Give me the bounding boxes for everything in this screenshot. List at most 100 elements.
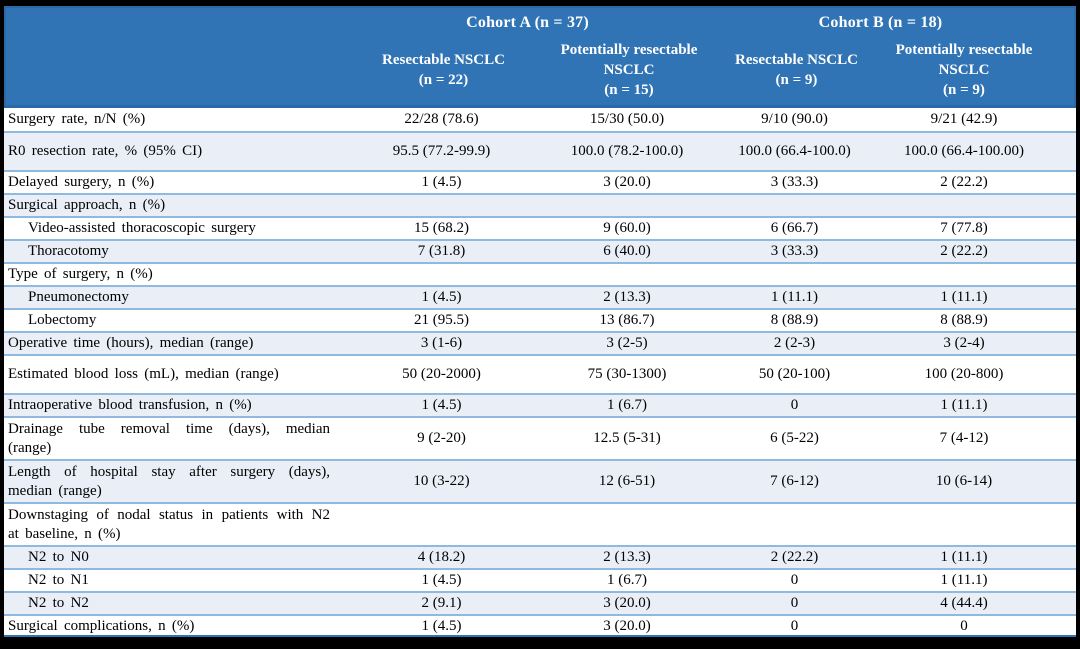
column-name: Resectable NSCLC — [735, 51, 858, 68]
row-label: Drainage tube removal time (days), media… — [8, 420, 330, 456]
cell-value — [878, 504, 1076, 545]
cell-value: 10 (6-14) — [935, 473, 993, 489]
table-row: Surgical complications, n (%) 1 (4.5) 3 (2… — [4, 614, 1076, 635]
table-row: Drainage tube removal time (days), media… — [4, 416, 1076, 459]
cell-value: 1 (11.1) — [940, 289, 988, 305]
table-row: Type of surgery, n (%) — [4, 262, 1076, 285]
cell-value: 6 (5-22) — [770, 430, 819, 446]
cell-value: 0 — [960, 618, 968, 634]
cell-value: 8 (88.9) — [770, 312, 819, 328]
row-label: N2 to N2 — [28, 595, 89, 611]
cell-value: 1 (4.5) — [421, 174, 462, 190]
cell-value: 1 (11.1) — [771, 289, 818, 305]
cell-value: 3 (33.3) — [770, 243, 819, 259]
table-header: Cohort A (n = 37) Cohort B (n = 18) Rese… — [4, 6, 1076, 108]
cell-value: 1 (11.1) — [940, 397, 988, 413]
row-label: Estimated blood loss (mL), median (range… — [8, 366, 279, 382]
column-n: (n = 9) — [943, 81, 985, 98]
row-label: Surgical approach, n (%) — [8, 197, 166, 213]
cell-value: 1 (11.1) — [940, 572, 988, 588]
cell-value: 3 (1-6) — [420, 335, 463, 351]
column-header-potentially-b: Potentially resectable NSCLC (n = 9) — [880, 34, 1054, 105]
cell-value: 22/28 (78.6) — [404, 111, 479, 127]
cell-value: 100.0 (66.4-100.00) — [904, 143, 1024, 159]
row-label: Length of hospital stay after surgery (d… — [8, 463, 330, 499]
cell-value: 0 — [790, 572, 799, 588]
cell-value — [711, 264, 878, 285]
cell-value: 9 (60.0) — [603, 220, 651, 236]
cell-value — [543, 195, 711, 216]
row-label: N2 to N0 — [28, 549, 89, 565]
cell-value: 2 (13.3) — [603, 549, 651, 565]
cell-value — [878, 195, 1076, 216]
cell-value: 2 (2-3) — [773, 335, 816, 351]
cell-value: 100.0 (66.4-100.0) — [738, 143, 851, 159]
cell-value: 7 (4-12) — [939, 430, 989, 446]
table-row: Operative time (hours), median (range) 3 … — [4, 331, 1076, 354]
cell-value: 3 (2-5) — [606, 335, 648, 351]
cell-value: 1 (4.5) — [421, 289, 462, 305]
cell-value — [878, 264, 1076, 285]
table-row: N2 to N2 2 (9.1) 3 (20.0) 0 4 (44.4) — [4, 591, 1076, 614]
row-label: Lobectomy — [28, 312, 97, 328]
cell-value: 100.0 (78.2-100.0) — [570, 143, 684, 159]
column-name: Resectable NSCLC — [382, 51, 505, 68]
cell-value: 1 (6.7) — [607, 397, 647, 413]
row-label: Intraoperative blood transfusion, n (%) — [8, 397, 252, 413]
cell-value: 3 (20.0) — [603, 595, 651, 611]
table-row: Length of hospital stay after surgery (d… — [4, 459, 1076, 502]
surgery-outcomes-table: Cohort A (n = 37) Cohort B (n = 18) Rese… — [4, 6, 1076, 637]
cell-value: 12 (6-51) — [598, 473, 656, 489]
cell-value: 3 (20.0) — [603, 174, 651, 190]
cell-value — [340, 264, 543, 285]
cell-value — [340, 504, 543, 545]
cell-value: 7 (77.8) — [940, 220, 988, 236]
cell-value: 100 (20-800) — [924, 366, 1004, 382]
row-label: Operative time (hours), median (range) — [8, 335, 254, 351]
row-label: Thoracotomy — [28, 243, 109, 259]
column-header-resectable-b: Resectable NSCLC (n = 9) — [713, 34, 880, 105]
cell-value: 9 (2-20) — [417, 430, 466, 446]
cell-value: 6 (40.0) — [603, 243, 651, 259]
cell-value — [543, 264, 711, 285]
cell-value: 9/10 (90.0) — [761, 111, 828, 127]
table-row: Estimated blood loss (mL), median (range… — [4, 354, 1076, 393]
cell-value: 95.5 (77.2-99.9) — [392, 143, 491, 159]
cell-value: 15/30 (50.0) — [589, 111, 665, 127]
row-label: Surgery rate, n/N (%) — [8, 111, 146, 127]
cell-value: 1 (4.5) — [421, 572, 462, 588]
cell-value: 4 (18.2) — [417, 549, 466, 565]
row-label: Downstaging of nodal status in patients … — [8, 506, 330, 542]
cohort-header-spacer — [6, 19, 342, 23]
row-label: Type of surgery, n (%) — [8, 266, 153, 282]
table-row: Thoracotomy 7 (31.8) 6 (40.0) 3 (33.3) 2 (22… — [4, 239, 1076, 262]
cell-value: 4 (44.4) — [940, 595, 988, 611]
column-n: (n = 15) — [604, 81, 654, 98]
cell-value: 9/21 (42.9) — [930, 111, 998, 127]
cell-value: 21 (95.5) — [414, 312, 469, 328]
cell-value: 2 (22.2) — [770, 549, 819, 565]
row-label: Delayed surgery, n (%) — [8, 174, 155, 190]
cell-value: 2 (22.2) — [940, 174, 988, 190]
row-label: R0 resection rate, % (95% CI) — [8, 143, 203, 159]
cohort-header-row: Cohort A (n = 37) Cohort B (n = 18) — [6, 8, 1074, 34]
column-header-potentially-a: Potentially resectable NSCLC (n = 15) — [545, 34, 713, 105]
table-row: Delayed surgery, n (%) 1 (4.5) 3 (20.0) 3 (… — [4, 170, 1076, 193]
table-row: Intraoperative blood transfusion, n (%) 1… — [4, 393, 1076, 416]
column-n: (n = 9) — [775, 71, 818, 88]
cohort-a-header: Cohort A (n = 37) — [466, 14, 589, 31]
cell-value: 0 — [790, 595, 799, 611]
cell-value: 15 (68.2) — [414, 220, 469, 236]
row-label: Surgical complications, n (%) — [8, 618, 195, 634]
table-row: Downstaging of nodal status in patients … — [4, 502, 1076, 545]
column-name: Potentially resectable NSCLC — [560, 41, 698, 78]
cell-value: 10 (3-22) — [413, 473, 470, 489]
cell-value: 6 (66.7) — [770, 220, 819, 236]
column-n: (n = 22) — [418, 71, 469, 88]
column-header-row: Resectable NSCLC (n = 22) Potentially re… — [6, 34, 1074, 105]
cell-value: 0 — [790, 397, 799, 413]
cell-value — [543, 504, 711, 545]
cell-value: 7 (6-12) — [770, 473, 819, 489]
table-row: Surgery rate, n/N (%) 22/28 (78.6) 15/30 (… — [4, 108, 1076, 131]
cell-value: 12.5 (5-31) — [593, 430, 661, 446]
